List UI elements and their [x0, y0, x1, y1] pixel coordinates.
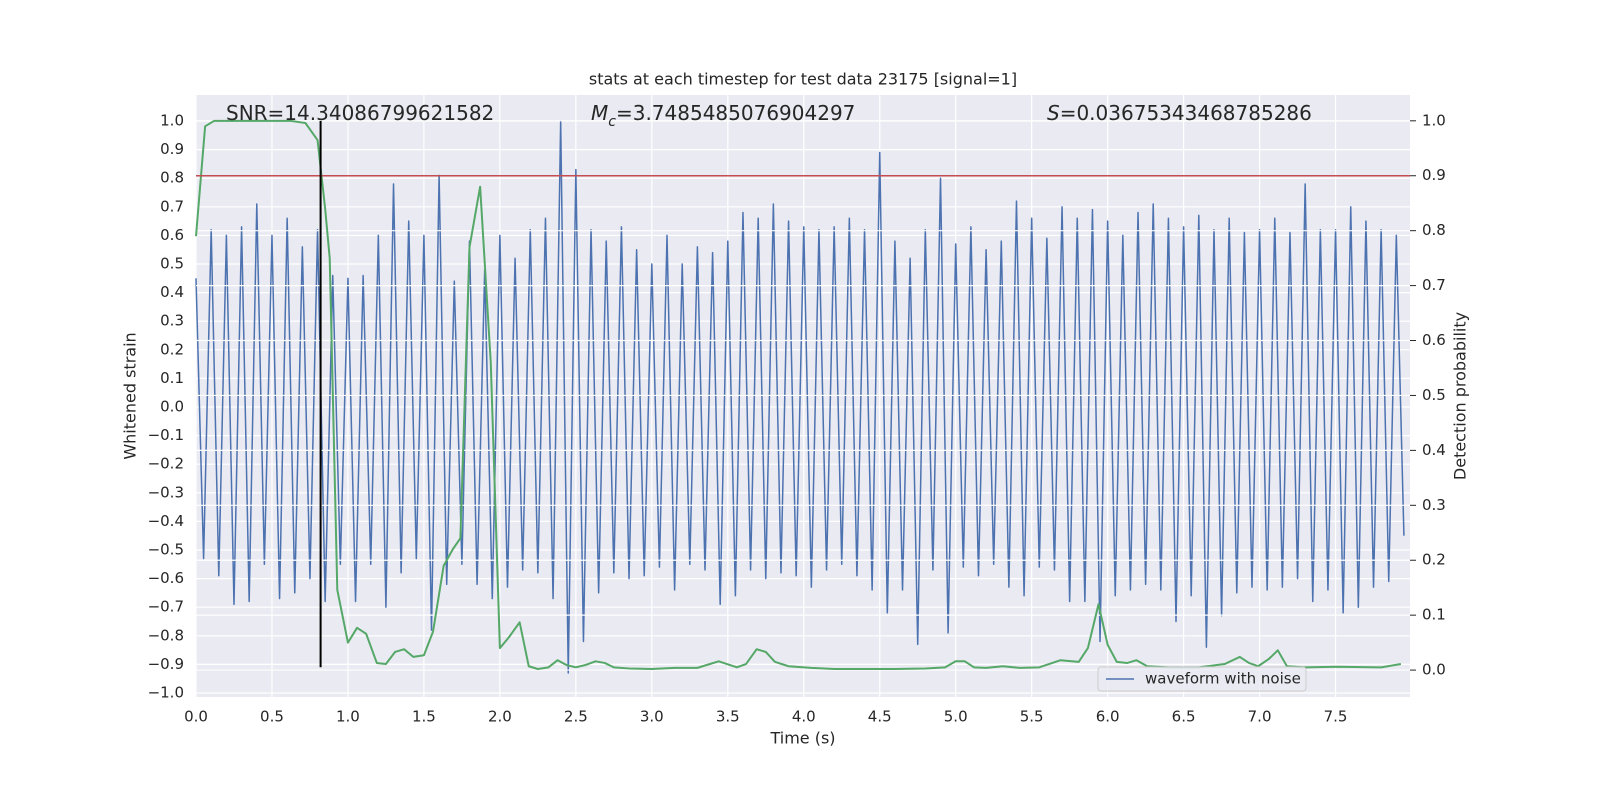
x-tick-label: 7.0 [1248, 708, 1272, 726]
annotation: S=0.03675343468785286 [1047, 101, 1312, 125]
y2-tick-label: 0.9 [1422, 166, 1446, 184]
under-layer [195, 95, 1410, 697]
y-tick-label: −0.8 [148, 626, 184, 644]
y-tick-label: −0.1 [148, 426, 184, 444]
x-tick-label: 0.5 [260, 708, 284, 726]
annotation-text: =3.7485485076904297 [616, 101, 855, 125]
y-tick-label: 0.2 [160, 340, 184, 358]
y-tick-label: 1.0 [160, 112, 184, 130]
y2-tick-label: 0.6 [1422, 331, 1446, 349]
annotation-subscript: c [608, 114, 616, 130]
y-tick-label: −0.3 [148, 483, 184, 501]
x-tick-label: 1.0 [336, 708, 360, 726]
y2-tick-label: 0.8 [1422, 221, 1446, 239]
annotation-text: SNR=14.34086799621582 [226, 101, 494, 125]
annotation-symbol: S [1047, 101, 1060, 125]
x-tick-label: 7.5 [1324, 708, 1348, 726]
legend-label: waveform with noise [1145, 670, 1301, 688]
annotation-symbol: M [591, 101, 608, 125]
x-tick-label: 2.0 [488, 708, 512, 726]
y-tick-label: 0.9 [160, 140, 184, 158]
x-tick-label: 4.0 [792, 708, 816, 726]
x-tick-label: 6.0 [1096, 708, 1120, 726]
x-tick-label: 5.5 [1020, 708, 1044, 726]
series-line [195, 120, 1405, 674]
x-tick-label: 6.5 [1172, 708, 1196, 726]
y-tick-label: 0.8 [160, 169, 184, 187]
x-tick-label: 5.0 [944, 708, 968, 726]
y-tick-label: −0.9 [148, 655, 184, 673]
y-tick-label: 0.6 [160, 226, 184, 244]
y-tick-label: 0.5 [160, 255, 184, 273]
y-tick-label: 0.4 [160, 283, 184, 301]
over-layer: waveform with noise [195, 119, 1410, 692]
y-tick-label: 0.3 [160, 312, 184, 330]
x-tick-label: 3.0 [640, 708, 664, 726]
y-tick-label: −1.0 [148, 683, 184, 701]
y2-tick-label: 0.4 [1422, 441, 1446, 459]
series-line [195, 119, 1402, 670]
annotation-text: =0.03675343468785286 [1060, 101, 1312, 125]
x-tick-label: 2.5 [564, 708, 588, 726]
y-tick-label: −0.7 [148, 598, 184, 616]
x-tick-label: 0.0 [184, 708, 208, 726]
chart-title: stats at each timestep for test data 231… [589, 70, 1017, 89]
y-tick-label: −0.4 [148, 512, 184, 530]
y2-tick-label: 0.0 [1422, 661, 1446, 679]
y-tick-label: −0.2 [148, 455, 184, 473]
y-axis-label: Whitened strain [121, 332, 140, 459]
annotation: SNR=14.34086799621582 [226, 101, 494, 125]
y-tick-label: 0.0 [160, 398, 184, 416]
y-tick-label: 0.7 [160, 197, 184, 215]
annotation: Mc=3.7485485076904297 [591, 101, 855, 131]
y2-tick-label: 0.5 [1422, 386, 1446, 404]
y2-tick-label: 1.0 [1422, 111, 1446, 129]
y2-tick-label: 0.7 [1422, 276, 1446, 294]
y2-tick-label: 0.3 [1422, 496, 1446, 514]
y-tick-label: −0.6 [148, 569, 184, 587]
y2-tick-label: 0.1 [1422, 606, 1446, 624]
y-tick-label: −0.5 [148, 541, 184, 559]
y2-axis-label: Detection probability [1451, 312, 1470, 480]
legend-box [1097, 666, 1307, 692]
y-tick-label: 0.1 [160, 369, 184, 387]
x-tick-label: 1.5 [412, 708, 436, 726]
y2-tick-label: 0.2 [1422, 551, 1446, 569]
x-tick-label: 4.5 [868, 708, 892, 726]
x-axis-label: Time (s) [769, 729, 835, 748]
x-tick-label: 3.5 [716, 708, 740, 726]
